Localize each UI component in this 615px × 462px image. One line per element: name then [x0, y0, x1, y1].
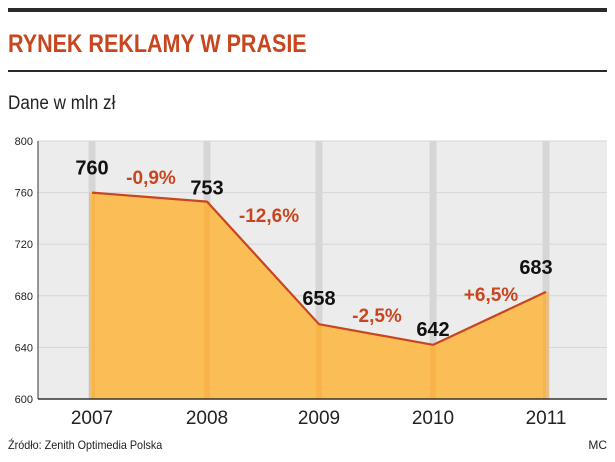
change-label: -0,9% — [126, 168, 176, 189]
data-label: 753 — [190, 178, 223, 200]
series-line — [91, 191, 547, 346]
source-note: Źródło: Zenith Optimedia Polska — [8, 438, 163, 452]
y-tick-label: 640 — [15, 342, 33, 354]
change-label: -12,6% — [239, 206, 299, 227]
x-tick-label: 2009 — [298, 408, 340, 429]
x-tick-label: 2007 — [71, 408, 113, 429]
author-initials: MC — [588, 438, 607, 452]
chart-subtitle: Dane w mln zł — [8, 93, 116, 114]
change-label: +6,5% — [464, 285, 519, 306]
x-tick-label: 2011 — [526, 408, 567, 429]
top-rule — [8, 8, 607, 12]
y-tick-label: 680 — [15, 291, 33, 303]
y-tick-label: 760 — [15, 188, 33, 200]
y-tick-label: 600 — [15, 394, 33, 406]
change-label: -2,5% — [352, 306, 402, 327]
chart-title: RYNEK REKLAMY W PRASIE — [8, 30, 307, 58]
x-tick-label: 2008 — [186, 408, 228, 429]
data-label: 683 — [519, 257, 552, 279]
title-rule — [8, 70, 607, 72]
data-label: 658 — [302, 288, 335, 310]
y-tick-label: 800 — [15, 136, 33, 148]
data-label: 760 — [75, 158, 108, 180]
y-tick-label: 720 — [15, 239, 33, 251]
data-label: 642 — [416, 319, 449, 341]
x-tick-label: 2010 — [412, 408, 454, 429]
